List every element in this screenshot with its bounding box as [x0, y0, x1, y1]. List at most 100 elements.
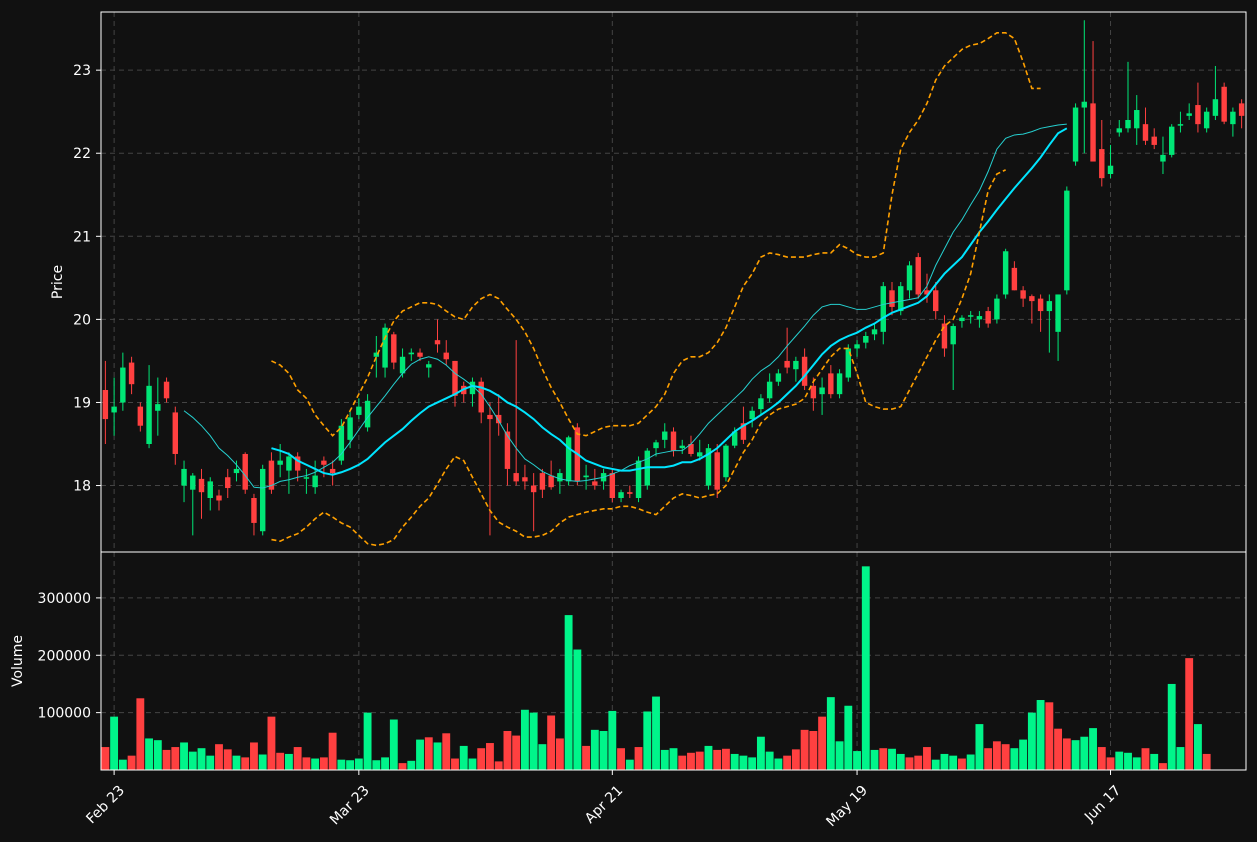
volume-bar	[652, 696, 660, 770]
candle-body	[1116, 128, 1122, 133]
volume-bar	[590, 729, 599, 770]
volume-bar	[346, 760, 355, 770]
candle-body	[190, 475, 196, 490]
candle-body	[758, 398, 764, 410]
candle-body	[1029, 296, 1035, 302]
candle-body	[233, 468, 240, 474]
candle-body	[906, 265, 913, 291]
candle-body	[889, 290, 895, 307]
candle-body	[1046, 301, 1053, 312]
volume-bar	[958, 758, 966, 770]
candle-body	[530, 485, 537, 493]
candle-body	[1186, 113, 1192, 116]
candle-body	[967, 315, 974, 317]
candle-body	[399, 356, 406, 374]
candle-body	[1037, 298, 1044, 312]
candle-body	[321, 460, 327, 465]
volume-bar	[1185, 658, 1194, 770]
candle-body	[347, 417, 353, 440]
candle-body	[207, 481, 213, 498]
candle-body	[1195, 105, 1201, 125]
candle-body	[329, 468, 336, 474]
volume-bar	[1167, 683, 1176, 770]
volume-bar	[809, 730, 818, 770]
xtick-label: Feb 23	[83, 783, 128, 828]
volume-bar	[267, 716, 276, 770]
candle-body	[1099, 149, 1105, 179]
volume-bar	[1202, 753, 1211, 770]
volume-bar	[232, 755, 241, 770]
volume-bar	[153, 740, 162, 770]
candle-body	[137, 406, 144, 426]
candle-body	[784, 360, 790, 368]
candle-body	[382, 327, 388, 368]
candle-body	[565, 437, 572, 482]
candle-body	[1011, 267, 1018, 291]
candle-body	[679, 445, 685, 449]
candle-body	[1125, 120, 1131, 129]
volume-bar	[1001, 744, 1010, 770]
volume-bar	[573, 649, 582, 770]
candle-body	[286, 456, 292, 471]
candle-body	[635, 460, 642, 498]
candle-body	[216, 495, 222, 501]
candle-body	[1212, 99, 1219, 116]
volume-bar	[966, 754, 975, 770]
volume-bar	[258, 754, 267, 770]
price-ytick-label: 20	[73, 312, 91, 328]
upper-band-line	[271, 31, 1041, 437]
volume-bar	[162, 749, 171, 770]
volume-bar	[197, 748, 206, 770]
candle-body	[924, 290, 930, 295]
volume-bar	[835, 741, 844, 770]
volume-bar	[180, 742, 188, 770]
volume-bar	[1010, 748, 1019, 770]
candle-body	[959, 317, 965, 322]
volume-bar	[1141, 748, 1150, 770]
volume-bar	[520, 709, 529, 770]
volume-bar	[826, 697, 835, 770]
candle-body	[863, 336, 869, 343]
candle-body	[111, 406, 117, 413]
candle-body	[1238, 103, 1245, 116]
volume-bar	[748, 757, 757, 770]
volume-bar	[302, 757, 311, 770]
candle-body	[871, 329, 878, 335]
candle-body	[443, 352, 449, 360]
volume-bar	[687, 752, 695, 770]
candle-body	[1072, 107, 1079, 162]
candle-body	[294, 456, 301, 471]
volume-bar	[1132, 757, 1141, 770]
price-ytick-label: 21	[73, 229, 91, 245]
volume-bar	[582, 745, 591, 770]
volume-bar	[608, 710, 617, 770]
volume-bar	[223, 749, 232, 770]
volume-bar	[407, 760, 416, 770]
volume-bar	[1176, 747, 1185, 770]
volume-bar	[870, 749, 879, 770]
candle-body	[522, 477, 528, 482]
volume-bar	[791, 749, 800, 770]
volume-bar	[424, 737, 433, 770]
candle-body	[391, 334, 397, 363]
volume-bar	[354, 758, 363, 770]
candle-body	[356, 406, 362, 415]
candle-body	[731, 431, 738, 446]
candle-body	[653, 442, 659, 449]
volume-bar	[547, 715, 556, 770]
candle-body	[163, 381, 170, 399]
volume-bar	[442, 733, 451, 770]
volume-bar	[494, 761, 503, 770]
volume-bar	[1080, 736, 1089, 770]
volume-bar	[1036, 700, 1045, 770]
volume-bar	[328, 732, 337, 770]
volume-bar	[853, 751, 861, 770]
candle-body	[1203, 111, 1210, 129]
candle-body	[775, 373, 782, 382]
volume-bar	[416, 739, 424, 770]
candle-body	[364, 400, 371, 428]
candle-body	[941, 323, 948, 349]
candle-body	[828, 373, 834, 395]
candle-body	[172, 412, 179, 454]
volume-bar	[975, 724, 984, 770]
